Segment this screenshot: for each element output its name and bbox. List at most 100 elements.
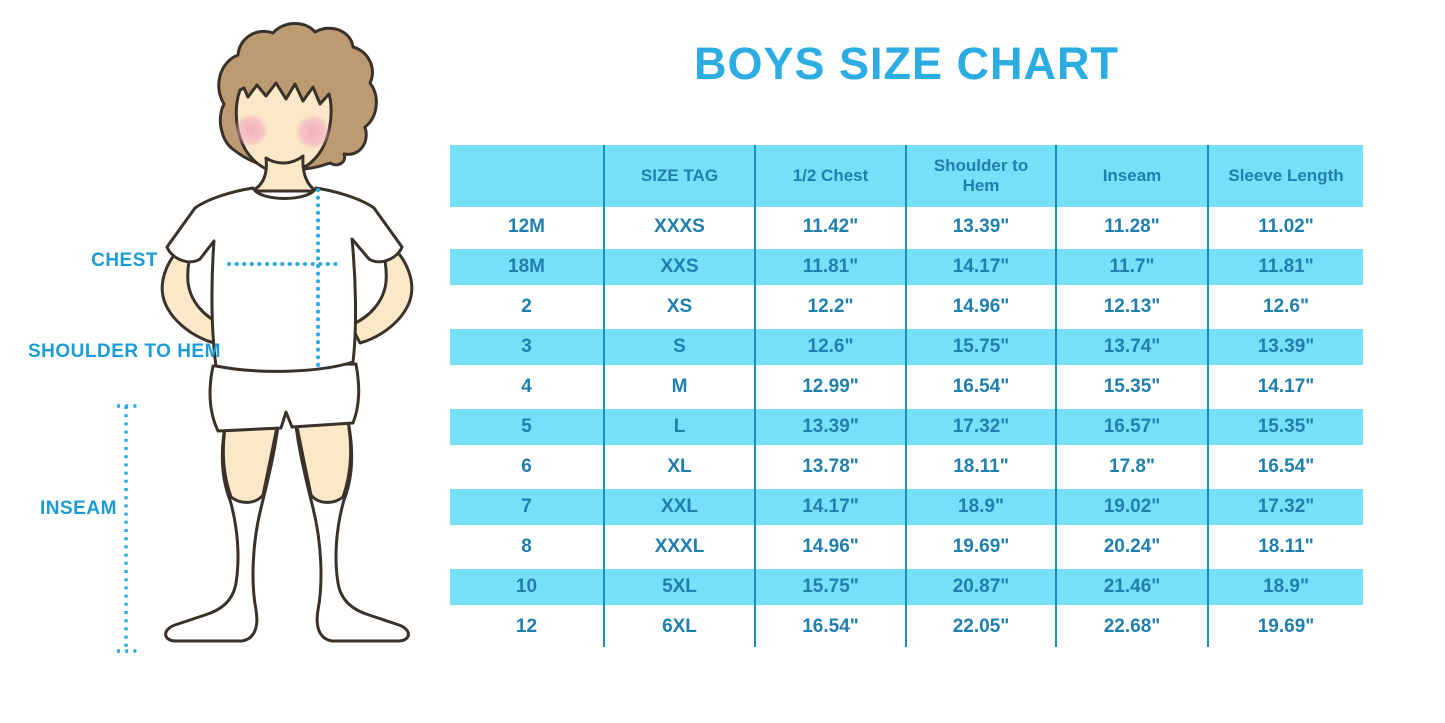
table-cell: 13.74" bbox=[1055, 327, 1207, 367]
table-cell: 15.35" bbox=[1055, 367, 1207, 407]
table-cell: 10 bbox=[515, 576, 538, 597]
table-cell: 12.6" bbox=[1207, 287, 1363, 327]
table-cell: 7 bbox=[521, 496, 532, 517]
table-cell: 11.81" bbox=[1207, 247, 1363, 287]
left-blush bbox=[234, 113, 268, 147]
neck bbox=[250, 154, 318, 193]
table-cell: 11.28" bbox=[1055, 207, 1207, 247]
header-cell-inseam: Inseam bbox=[1055, 145, 1207, 207]
table-cell: XXXS bbox=[603, 207, 754, 247]
table-cell: 18.9" bbox=[1207, 567, 1363, 607]
table-row: 7 XXL 14.17" 18.9" 19.02" 17.32" bbox=[450, 487, 1363, 527]
right-arm bbox=[349, 241, 414, 345]
table-cell: 18M bbox=[508, 256, 545, 277]
table-cell: 12.6" bbox=[754, 327, 905, 367]
page-title: BOYS SIZE CHART bbox=[693, 38, 1120, 89]
table-cell: 5XL bbox=[603, 567, 754, 607]
chest-label: CHEST bbox=[91, 250, 158, 271]
table-cell: 12 bbox=[515, 616, 538, 637]
table-cell: 19.02" bbox=[1055, 487, 1207, 527]
table-cell: 17.32" bbox=[1207, 487, 1363, 527]
table-cell: 19.69" bbox=[905, 527, 1055, 567]
table-cell: 4 bbox=[521, 376, 532, 397]
table-cell: 13.39" bbox=[905, 207, 1055, 247]
table-row: 8 XXXL 14.96" 19.69" 20.24" 18.11" bbox=[450, 527, 1363, 567]
table-cell: 14.17" bbox=[905, 247, 1055, 287]
size-table-body: 12M XXXS 11.42" 13.39" 11.28" 11.02" 18M XXS 11.… bbox=[450, 207, 1363, 647]
table-cell: 12.13" bbox=[1055, 287, 1207, 327]
table-row: 2 XS 12.2" 14.96" 12.13" 12.6" bbox=[450, 287, 1363, 327]
table-row: 4 M 12.99" 16.54" 15.35" 14.17" bbox=[450, 367, 1363, 407]
table-cell: 20.87" bbox=[905, 567, 1055, 607]
shorts bbox=[208, 362, 361, 433]
table-cell: 15.75" bbox=[754, 567, 905, 607]
table-cell: 18.9" bbox=[905, 487, 1055, 527]
table-cell: 8 bbox=[521, 536, 532, 557]
table-cell: 13.78" bbox=[754, 447, 905, 487]
table-cell: 15.75" bbox=[905, 327, 1055, 367]
table-cell: 12M bbox=[508, 216, 545, 237]
boy-figure-drawing bbox=[117, 22, 414, 653]
table-cell: 22.68" bbox=[1055, 607, 1207, 647]
table-header-row: SIZE TAG 1/2 Chest Shoulder to Hem Insea… bbox=[450, 145, 1363, 207]
table-row: 6 XL 13.78" 18.11" 17.8" 16.54" bbox=[450, 447, 1363, 487]
table-row: 3 S 12.6" 15.75" 13.74" 13.39" bbox=[450, 327, 1363, 367]
table-cell: M bbox=[603, 367, 754, 407]
table-cell: S bbox=[603, 327, 754, 367]
table-row: 5 L 13.39" 17.32" 16.57" 15.35" bbox=[450, 407, 1363, 447]
table-cell: 19.69" bbox=[1207, 607, 1363, 647]
table-cell: 17.32" bbox=[905, 407, 1055, 447]
table-cell: 14.17" bbox=[1207, 367, 1363, 407]
table-cell: 11.02" bbox=[1207, 207, 1363, 247]
table-cell: 5 bbox=[521, 416, 532, 437]
table-row: 10 5XL 15.75" 20.87" 21.46" 18.9" bbox=[450, 567, 1363, 607]
table-cell: 14.96" bbox=[905, 287, 1055, 327]
table-cell: 21.46" bbox=[1055, 567, 1207, 607]
table-cell: 11.42" bbox=[754, 207, 905, 247]
right-blush bbox=[295, 114, 331, 150]
header-cell-size bbox=[450, 145, 603, 207]
table-cell: XL bbox=[603, 447, 754, 487]
table-cell: 11.81" bbox=[754, 247, 905, 287]
table-cell: 12.99" bbox=[754, 367, 905, 407]
table-cell: 13.39" bbox=[754, 407, 905, 447]
table-row: 12 6XL 16.54" 22.05" 22.68" 19.69" bbox=[450, 607, 1363, 647]
right-thigh bbox=[293, 414, 353, 504]
table-row: 12M XXXS 11.42" 13.39" 11.28" 11.02" bbox=[450, 207, 1363, 247]
header-cell-sleeve-length: Sleeve Length bbox=[1207, 145, 1363, 207]
table-cell: 16.54" bbox=[754, 607, 905, 647]
table-cell: 11.7" bbox=[1055, 247, 1207, 287]
table-cell: 16.57" bbox=[1055, 407, 1207, 447]
table-cell: XXXL bbox=[603, 527, 754, 567]
header-cell-half-chest: 1/2 Chest bbox=[754, 145, 905, 207]
table-cell: 18.11" bbox=[905, 447, 1055, 487]
table-cell: 6XL bbox=[603, 607, 754, 647]
table-cell: 20.24" bbox=[1055, 527, 1207, 567]
boy-illustration: CHEST SHOULDER TO HEM INSEAM bbox=[0, 0, 450, 723]
table-cell: 18.11" bbox=[1207, 527, 1363, 567]
header-cell-shoulder-to-hem: Shoulder to Hem bbox=[905, 145, 1055, 207]
table-cell: 3 bbox=[521, 336, 532, 357]
table-cell: 14.96" bbox=[754, 527, 905, 567]
table-row: 18M XXS 11.81" 14.17" 11.7" 11.81" bbox=[450, 247, 1363, 287]
left-thigh bbox=[221, 414, 281, 504]
table-cell: XS bbox=[603, 287, 754, 327]
table-cell: 16.54" bbox=[1207, 447, 1363, 487]
table-cell: 17.8" bbox=[1055, 447, 1207, 487]
table-cell: 6 bbox=[521, 456, 532, 477]
size-chart-table: SIZE TAG 1/2 Chest Shoulder to Hem Insea… bbox=[450, 145, 1363, 647]
t-shirt bbox=[165, 186, 404, 373]
table-cell: 15.35" bbox=[1207, 407, 1363, 447]
table-cell: 14.17" bbox=[754, 487, 905, 527]
table-cell: 22.05" bbox=[905, 607, 1055, 647]
shoulder-to-hem-label: SHOULDER TO HEM bbox=[28, 341, 221, 362]
table-cell: 12.2" bbox=[754, 287, 905, 327]
table-cell: XXL bbox=[603, 487, 754, 527]
table-cell: L bbox=[603, 407, 754, 447]
header-cell-size-tag: SIZE TAG bbox=[603, 145, 754, 207]
table-cell: 16.54" bbox=[905, 367, 1055, 407]
table-cell: 2 bbox=[521, 296, 532, 317]
table-cell: XXS bbox=[603, 247, 754, 287]
inseam-label: INSEAM bbox=[40, 498, 117, 519]
